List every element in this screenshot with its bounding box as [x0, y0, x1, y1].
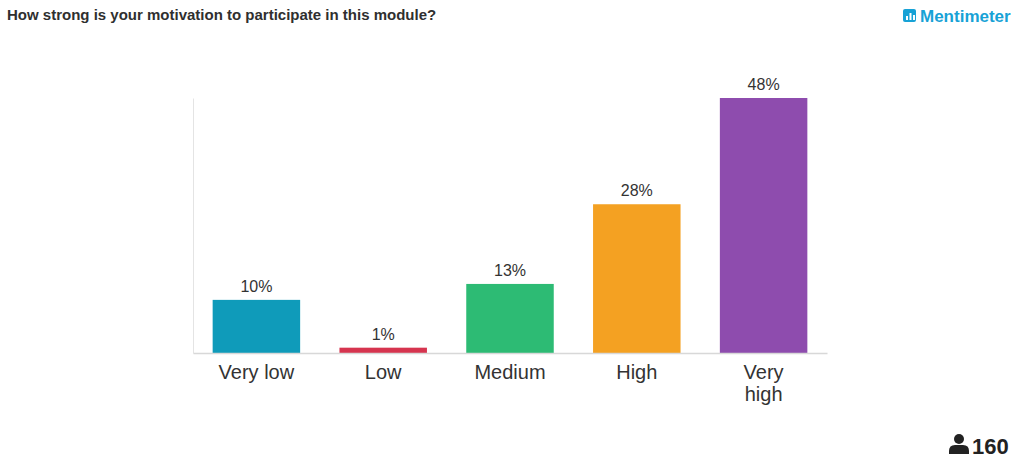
bar: [213, 300, 300, 353]
brand-icon-bar: [906, 16, 908, 20]
y-axis-line: [193, 99, 194, 354]
bar: [720, 98, 807, 353]
person-icon-head: [954, 434, 964, 444]
x-tick-label: Low: [365, 361, 402, 383]
x-tick: Veryhigh: [744, 361, 784, 405]
x-tick-label: High: [616, 361, 657, 383]
x-tick-label-line: Very: [744, 361, 784, 383]
x-tick-label-line: high: [745, 383, 783, 405]
x-tick: Very low: [219, 361, 295, 383]
chart: How strong is your motivation to partici…: [0, 0, 1024, 463]
brand-icon: [903, 9, 916, 22]
brand-logo: Mentimeter: [903, 7, 1011, 26]
data-labels: 10% 1% 13% 28% 48%: [240, 76, 779, 343]
x-tick-label: Veryhigh: [744, 361, 784, 405]
brand-name: Mentimeter: [920, 7, 1011, 26]
x-tick: Medium: [474, 361, 545, 383]
x-tick: High: [616, 361, 657, 383]
bar: [466, 284, 553, 353]
bar: [339, 348, 426, 353]
brand-icon-bar: [910, 13, 912, 20]
data-label: 48%: [748, 76, 780, 93]
x-axis-line: [194, 353, 828, 355]
data-label: 10%: [240, 278, 272, 295]
data-label: 28%: [621, 182, 653, 199]
person-icon-body: [949, 445, 969, 454]
x-tick-label: Medium: [474, 361, 545, 383]
x-tick: Low: [365, 361, 402, 383]
data-label: 13%: [494, 262, 526, 279]
participants: 160: [949, 434, 1009, 459]
x-axis: Very low Low Medium High Veryhigh: [194, 354, 828, 406]
title: How strong is your motivation to partici…: [7, 6, 436, 23]
bar: [593, 204, 680, 353]
x-tick-label: Very low: [219, 361, 295, 383]
brand-icon-bar: [913, 15, 915, 20]
participant-count: 160: [972, 434, 1009, 459]
data-label: 1%: [372, 326, 395, 343]
bars: [213, 98, 808, 353]
y-axis: [193, 99, 194, 354]
